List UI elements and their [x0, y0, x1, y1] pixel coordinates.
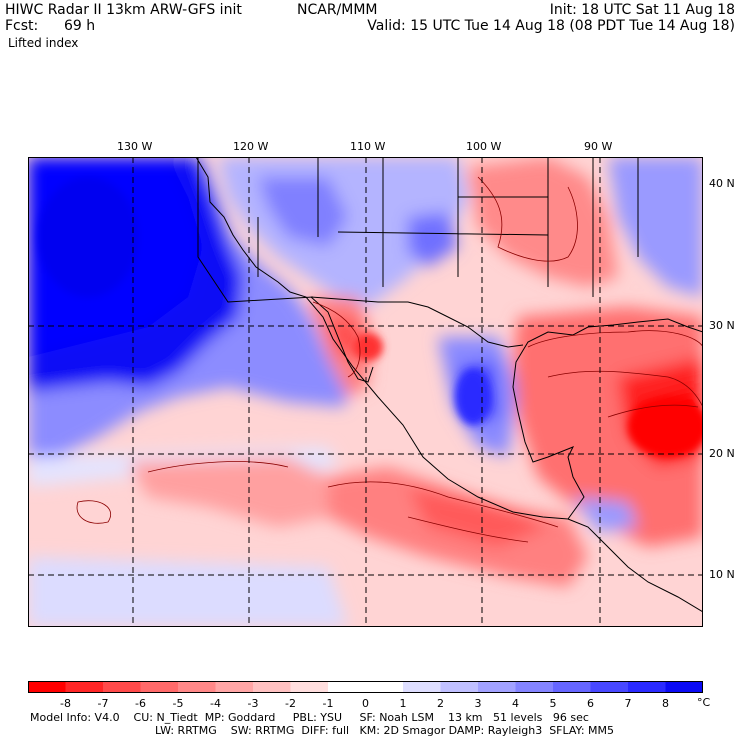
model-info-line-2: LW: RRTMG SW: RRTMG DIFF: full KM: 2D Sm…	[155, 724, 615, 737]
legend-label: 6	[587, 697, 594, 710]
legend-box	[140, 681, 179, 693]
legend-label: -4	[210, 697, 221, 710]
legend-label: -3	[247, 697, 259, 710]
lifted-index-detail	[38, 177, 703, 457]
legend-label: -8	[60, 697, 71, 710]
model-info-line-1: Model Info: V4.0 CU: N_Tiedt MP: Goddard…	[30, 711, 589, 724]
legend-box	[103, 681, 141, 693]
lon-label-130w: 130 W	[117, 140, 153, 153]
legend-label: 4	[512, 697, 519, 710]
legend-box	[28, 681, 66, 693]
legend-label: -1	[322, 697, 334, 710]
color-legend	[28, 681, 703, 693]
init-time: Init: 18 UTC Sat 11 Aug 18	[549, 2, 735, 18]
legend-box	[553, 681, 591, 693]
organization: NCAR/MMM	[297, 2, 378, 18]
political-boundaries	[195, 157, 703, 613]
legend-label: -7	[97, 697, 109, 710]
legend-label: 3	[474, 697, 482, 710]
lat-label-30n: 30 N	[709, 319, 735, 332]
legend-box	[215, 681, 254, 693]
legend-label: 2	[437, 697, 444, 710]
lon-label-90w: 90 W	[584, 140, 613, 153]
legend-box	[440, 681, 479, 693]
lon-label-120w: 120 W	[233, 140, 269, 153]
lat-label-20n: 20 N	[709, 447, 735, 460]
valid-time: Valid: 15 UTC Tue 14 Aug 18 (08 PDT Tue …	[367, 18, 735, 34]
legend-label: -2	[285, 697, 296, 710]
legend-box	[365, 681, 404, 693]
lon-label-100w: 100 W	[466, 140, 502, 153]
legend-unit: °C	[697, 696, 711, 709]
legend-box	[590, 681, 629, 693]
lifted-index-contours	[76, 176, 703, 543]
lifted-index-map	[28, 157, 703, 627]
lat-label-40n: 40 N	[709, 177, 735, 190]
legend-label: -6	[135, 697, 146, 710]
legend-label: 5	[549, 697, 557, 710]
legend-box	[665, 681, 703, 693]
legend-label: 1	[399, 697, 407, 710]
field-name: Lifted index	[8, 36, 79, 50]
forecast-hour: 69 h	[64, 18, 96, 34]
graticule	[28, 157, 703, 627]
legend-box	[515, 681, 554, 693]
legend-box	[403, 681, 441, 693]
map-frame	[28, 157, 703, 627]
legend-box	[290, 681, 329, 693]
forecast-label: Fcst:	[5, 18, 39, 34]
legend-box	[65, 681, 104, 693]
legend-box	[178, 681, 216, 693]
legend-label: -5	[172, 697, 184, 710]
lon-label-110w: 110 W	[350, 140, 386, 153]
lat-label-10n: 10 N	[709, 568, 735, 581]
legend-box	[253, 681, 291, 693]
legend-label: 0	[362, 697, 369, 710]
legend-label: 7	[624, 697, 632, 710]
legend-label: 8	[662, 697, 669, 710]
legend-frame	[28, 681, 703, 693]
legend-box	[628, 681, 666, 693]
legend-box	[478, 681, 516, 693]
model-title: HIWC Radar II 13km ARW-GFS init	[5, 2, 242, 18]
legend-box	[328, 681, 366, 693]
